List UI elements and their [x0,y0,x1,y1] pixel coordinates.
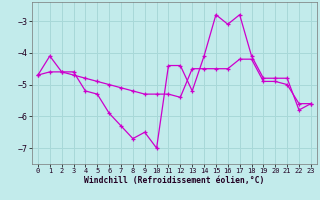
X-axis label: Windchill (Refroidissement éolien,°C): Windchill (Refroidissement éolien,°C) [84,176,265,185]
